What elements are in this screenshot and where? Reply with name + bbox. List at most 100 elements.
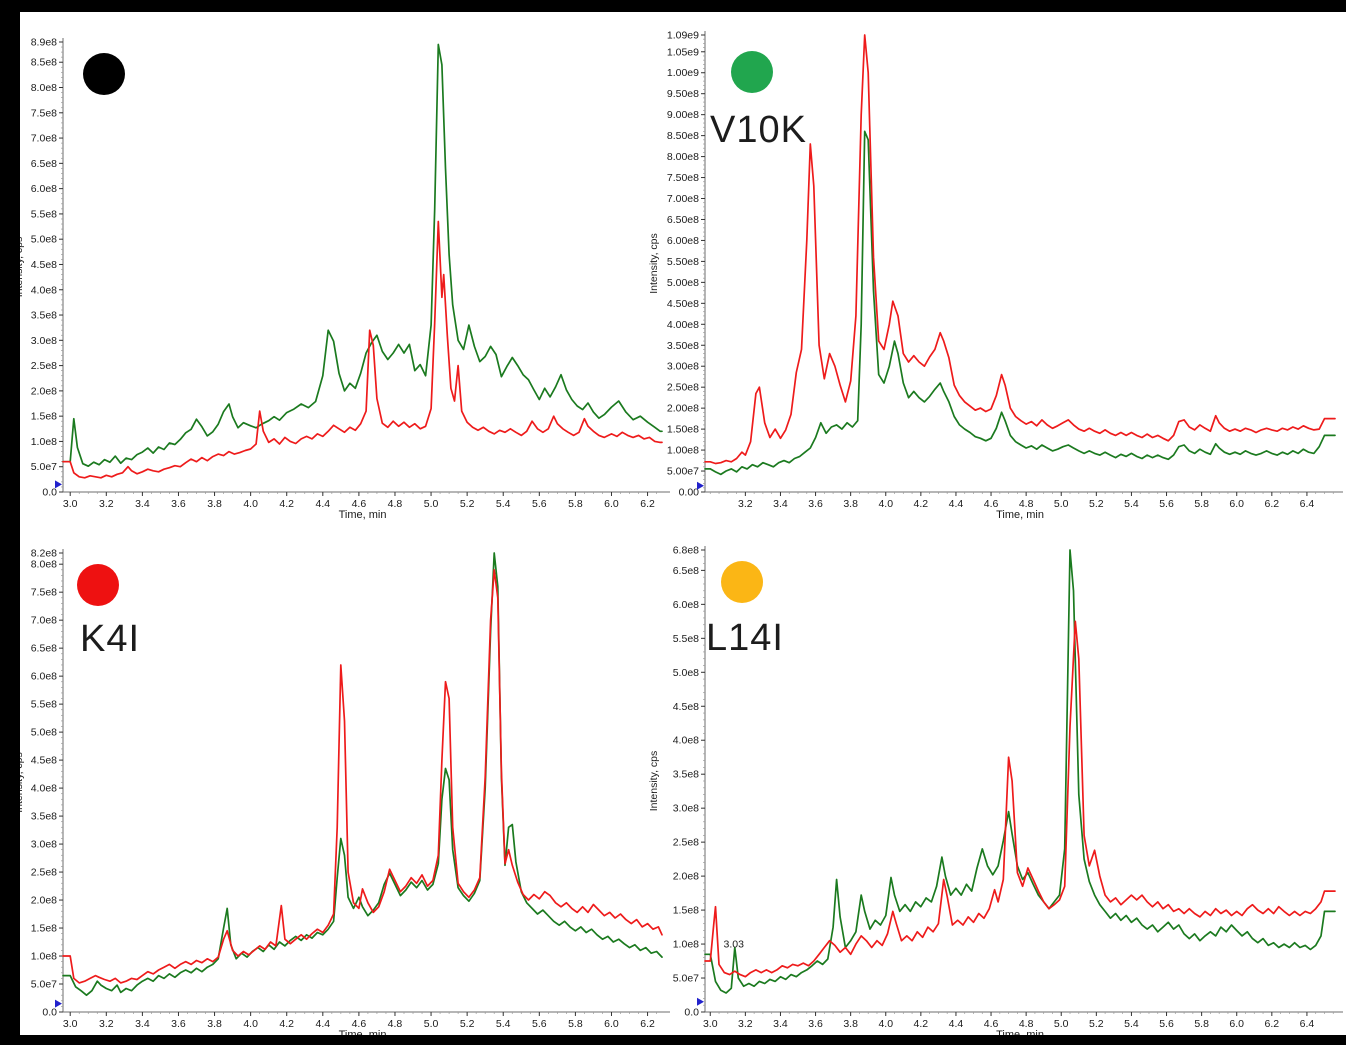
x-tick-label: 3.8 (843, 498, 858, 510)
y-tick-label: 3.00e8 (667, 361, 699, 373)
y-tick-label: 3.5e8 (31, 811, 57, 823)
x-tick-label: 3.8 (207, 1018, 222, 1030)
x-tick-label: 4.8 (388, 1018, 403, 1030)
trace-green-trace (62, 552, 663, 997)
x-tick-label: 5.0 (424, 498, 439, 510)
x-tick-label: 5.4 (1124, 1018, 1139, 1030)
origin-marker-icon (55, 999, 62, 1008)
y-tick-label: 1.50e8 (667, 424, 699, 436)
y-tick-label: 5.0e8 (673, 667, 699, 679)
x-tick-label: 6.0 (604, 498, 619, 510)
y-tick-label: 4.00e8 (667, 319, 699, 331)
trace-red-trace (704, 620, 1336, 978)
x-tick-label: 6.2 (1265, 1018, 1280, 1030)
x-axis-title: Time, min (339, 1029, 387, 1037)
y-tick-label: 0.0 (42, 487, 57, 499)
x-tick-label: 5.8 (568, 1018, 583, 1030)
x-tick-label: 3.2 (99, 498, 114, 510)
y-tick-label: 4.50e8 (667, 298, 699, 310)
x-tick-label: 4.0 (243, 498, 258, 510)
y-tick-label: 4.5e8 (31, 755, 57, 767)
y-tick-label: 7.50e8 (667, 172, 699, 184)
x-tick-label: 4.6 (352, 498, 367, 510)
x-tick-label: 4.6 (352, 1018, 367, 1030)
y-tick-label: 5.0e8 (31, 234, 57, 246)
x-tick-label: 4.4 (316, 498, 331, 510)
x-tick-label: 4.0 (243, 1018, 258, 1030)
x-tick-label: 4.8 (388, 498, 403, 510)
y-tick-label: 2.00e8 (667, 403, 699, 415)
x-tick-label: 3.4 (773, 1018, 788, 1030)
y-tick-label: 9.50e8 (667, 88, 699, 100)
trace-red-trace (704, 34, 1336, 465)
x-tick-label: 3.4 (773, 498, 788, 510)
y-axis-title: Intensity, cps (648, 751, 660, 812)
x-tick-label: 4.4 (949, 1018, 964, 1030)
x-tick-label: 5.8 (568, 498, 583, 510)
x-axis-title: Time, min (996, 509, 1044, 521)
y-tick-label: 8.00e8 (667, 151, 699, 163)
y-tick-label: 1.00e8 (667, 445, 699, 457)
y-tick-label: 1.0e8 (31, 951, 57, 963)
y-tick-label: 9.00e8 (667, 109, 699, 121)
x-tick-label: 4.6 (984, 1018, 999, 1030)
y-tick-label: 6.0e8 (31, 671, 57, 683)
y-tick-label: 4.0e8 (31, 284, 57, 296)
x-axis-title: Time, min (996, 1029, 1044, 1037)
x-tick-label: 5.2 (1089, 498, 1104, 510)
variant-marker-dot (77, 564, 119, 606)
y-tick-label: 2.5e8 (31, 360, 57, 372)
y-tick-label: 0.0 (684, 1007, 699, 1019)
y-tick-label: 2.0e8 (31, 385, 57, 397)
variant-marker-dot (721, 561, 763, 603)
y-tick-label: 6.50e8 (667, 214, 699, 226)
y-axis-title: Intensity, cps (648, 233, 660, 294)
x-tick-label: 5.6 (532, 1018, 547, 1030)
x-tick-label: 3.8 (207, 498, 222, 510)
y-tick-label: 5.5e8 (673, 633, 699, 645)
variant-label: K4I (80, 618, 141, 660)
x-tick-label: 3.6 (808, 1018, 823, 1030)
x-tick-label: 6.2 (640, 1018, 655, 1030)
x-tick-label: 4.0 (878, 498, 893, 510)
x-tick-label: 3.6 (171, 1018, 186, 1030)
y-tick-label: 3.5e8 (31, 310, 57, 322)
y-tick-label: 7.0e8 (31, 615, 57, 627)
x-tick-label: 4.8 (1019, 1018, 1034, 1030)
retention-time-annotation: 3.03 (724, 938, 745, 950)
y-tick-label: 5.0e7 (673, 973, 699, 985)
y-tick-label: 2.0e8 (673, 871, 699, 883)
trace-red-trace (62, 568, 663, 984)
x-tick-label: 4.2 (914, 498, 929, 510)
y-tick-label: 3.0e8 (673, 803, 699, 815)
y-tick-label: 6.8e8 (673, 545, 699, 557)
y-tick-label: 6.5e8 (31, 158, 57, 170)
x-tick-label: 4.2 (279, 1018, 294, 1030)
chromatogram-plot: 1.09e9 1.05e9 1.00e9 9.50e8 9.00e8 8.50e8 8.00… (648, 30, 1343, 521)
x-tick-label: 3.4 (135, 1018, 150, 1030)
x-tick-label: 6.0 (1229, 498, 1244, 510)
x-tick-label: 5.0 (1054, 498, 1069, 510)
x-tick-label: 5.6 (1159, 498, 1174, 510)
x-tick-label: 5.8 (1194, 1018, 1209, 1030)
top-frame-bar (0, 0, 1346, 12)
y-tick-label: 5.50e8 (667, 256, 699, 268)
y-axis-title: Intensity, cps (20, 752, 25, 813)
x-tick-label: 6.2 (640, 498, 655, 510)
y-tick-label: 7.5e8 (31, 587, 57, 599)
trace-green-trace (704, 130, 1336, 476)
x-tick-label: 4.2 (279, 498, 294, 510)
x-tick-label: 5.0 (424, 1018, 439, 1030)
y-tick-label: 7.5e8 (31, 107, 57, 119)
y-tick-label: 4.0e8 (31, 783, 57, 795)
y-tick-label: 7.00e8 (667, 193, 699, 205)
chromatogram-panel-top-right: V10K 1.09e9 1.05e9 1.00e9 9.50e8 9.00e8 8.50e… (640, 12, 1346, 525)
y-tick-label: 1.5e8 (673, 905, 699, 917)
x-tick-label: 6.4 (1300, 498, 1315, 510)
x-tick-label: 3.4 (135, 498, 150, 510)
x-tick-label: 3.2 (738, 498, 753, 510)
origin-marker-icon (697, 997, 704, 1006)
y-axis-title: Intensity, cps (20, 237, 25, 298)
x-tick-label: 6.2 (1265, 498, 1280, 510)
